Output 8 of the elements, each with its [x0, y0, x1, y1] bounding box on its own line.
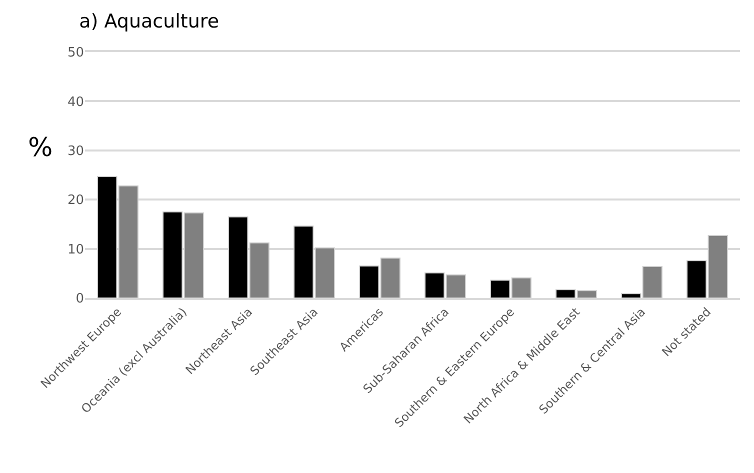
y-tick-label: 20: [67, 193, 84, 208]
y-tick-label: 10: [67, 242, 84, 258]
y-tick-label: 0: [76, 292, 84, 307]
y-tick-label: 40: [67, 94, 84, 110]
y-axis-title: %: [28, 133, 53, 163]
y-tick-label: 50: [67, 46, 84, 61]
chart-title: a) Aquaculture: [79, 10, 220, 32]
y-tick-label: 30: [67, 144, 84, 159]
